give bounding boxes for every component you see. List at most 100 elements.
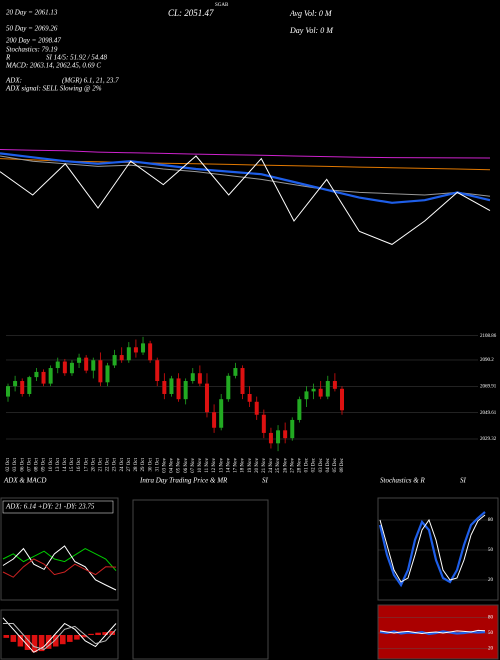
histogram-bar bbox=[95, 632, 101, 635]
histogram-bar bbox=[3, 635, 10, 638]
candle-body bbox=[62, 361, 67, 374]
series-line bbox=[3, 623, 117, 650]
candle-body bbox=[48, 368, 53, 384]
adx-box-text: ADX: 6.14 +DY: 21 -DY: 23.75 bbox=[5, 503, 95, 511]
x-tick-label: 22 Oct bbox=[106, 457, 111, 471]
histogram-bar bbox=[88, 633, 94, 635]
histogram-bar bbox=[67, 635, 73, 642]
series-line bbox=[0, 155, 491, 245]
histogram-bar bbox=[60, 635, 66, 645]
y-tick-label: 80 bbox=[488, 518, 494, 523]
x-tick-label: 06 Nov bbox=[184, 458, 189, 473]
histogram-bar bbox=[17, 635, 24, 647]
x-tick-label: 05 Dec bbox=[333, 457, 338, 472]
candle-body bbox=[254, 401, 259, 415]
x-tick-label: 04 Nov bbox=[170, 458, 175, 473]
candle-body bbox=[233, 368, 238, 376]
x-tick-label: 17 Oct bbox=[84, 457, 89, 471]
candle-body bbox=[34, 371, 39, 378]
x-tick-label: 30 Oct bbox=[148, 457, 153, 471]
candle-body bbox=[91, 360, 96, 371]
macd-text: MACD: 2063.14, 2062.45, 0.69 C bbox=[5, 62, 101, 70]
candle-body bbox=[240, 368, 245, 394]
candle-body bbox=[219, 399, 224, 428]
x-tick-label: 27 Oct bbox=[127, 457, 132, 471]
histogram-bar bbox=[31, 635, 38, 653]
x-tick-label: 02 Dec bbox=[312, 457, 317, 472]
candle-body bbox=[190, 373, 195, 382]
candle-body bbox=[261, 414, 266, 433]
x-tick-label: 04 Dec bbox=[326, 457, 331, 472]
x-tick-label: 03 Nov bbox=[162, 458, 167, 473]
x-tick-label: 21 Nov bbox=[262, 458, 267, 473]
series-line bbox=[2, 558, 117, 578]
x-tick-label: 21 Oct bbox=[99, 457, 104, 471]
x-tick-label: 02 Oct bbox=[6, 457, 11, 471]
candle-body bbox=[247, 393, 252, 402]
histogram-bar bbox=[38, 635, 45, 652]
y-tick-label: 20 bbox=[488, 647, 494, 652]
adx-text: ADX: bbox=[5, 77, 22, 85]
candle-body bbox=[176, 378, 181, 400]
avg-vol: Avg Vol: 0 M bbox=[289, 9, 333, 18]
histogram-bar bbox=[74, 635, 80, 640]
candle-body bbox=[126, 347, 131, 361]
x-tick-label: 10 Nov bbox=[198, 458, 203, 473]
x-tick-label: 19 Nov bbox=[248, 458, 253, 473]
symbol: SGAB bbox=[215, 3, 229, 8]
x-tick-label: 25 Nov bbox=[276, 458, 281, 473]
candle-body bbox=[318, 388, 323, 397]
panel-title: ADX & MACD bbox=[3, 477, 46, 485]
histogram-bar bbox=[10, 635, 17, 642]
r-text: R bbox=[5, 54, 11, 62]
x-tick-label: 10 Oct bbox=[49, 457, 54, 471]
x-tick-label: 11 Nov bbox=[205, 458, 210, 473]
x-tick-label: 03 Dec bbox=[319, 457, 324, 472]
histogram-bar bbox=[52, 635, 59, 647]
candle-body bbox=[148, 343, 153, 361]
candle-body bbox=[340, 388, 344, 411]
y-tick-label: 20 bbox=[488, 578, 494, 583]
x-tick-label: 15 Oct bbox=[70, 457, 75, 471]
x-tick-label: 13 Oct bbox=[56, 457, 61, 471]
x-tick-label: 07 Oct bbox=[27, 457, 32, 471]
x-tick-label: 23 Oct bbox=[113, 457, 118, 471]
y-tick-label: 2090.2 bbox=[480, 358, 494, 363]
series-line bbox=[2, 548, 117, 572]
candle-body bbox=[20, 381, 25, 394]
x-tick-label: 01 Dec bbox=[305, 457, 310, 472]
ma200: 200 Day = 2098.47 bbox=[6, 37, 61, 45]
day-vol: Day Vol: 0 M bbox=[289, 26, 334, 35]
y-tick-label: 80 bbox=[488, 616, 494, 621]
candle-body bbox=[27, 377, 32, 394]
intra-panel bbox=[132, 499, 269, 660]
histogram-bar bbox=[81, 635, 87, 638]
candle-body bbox=[55, 361, 60, 369]
candle-body bbox=[268, 432, 273, 444]
candle-body bbox=[155, 360, 160, 382]
x-tick-label: 12 Nov bbox=[212, 458, 217, 473]
histogram-bar bbox=[24, 635, 31, 650]
candle-body bbox=[297, 399, 302, 420]
x-tick-label: 08 Oct bbox=[35, 457, 40, 471]
series-line bbox=[0, 152, 491, 204]
x-tick-label: 17 Nov bbox=[234, 458, 239, 473]
x-tick-label: 27 Nov bbox=[290, 458, 295, 473]
candle-body bbox=[162, 381, 167, 394]
panel-title: Intra Day Trading Price & MR bbox=[139, 477, 228, 485]
y-tick-label: 2069.91 bbox=[480, 384, 497, 389]
candle-body bbox=[276, 430, 281, 444]
close-price: CL: 2051.47 bbox=[168, 8, 214, 18]
x-tick-label: 06 Oct bbox=[20, 457, 25, 471]
x-tick-label: 24 Nov bbox=[269, 458, 274, 473]
x-tick-label: 26 Nov bbox=[283, 458, 288, 473]
x-tick-label: 29 Oct bbox=[141, 457, 146, 471]
stoch-text: Stochastics: 79.19 bbox=[6, 46, 58, 54]
adx-signal: ADX signal: SELL Slowing @ 2% bbox=[5, 85, 102, 93]
panel-title: Stochastics & R bbox=[380, 477, 425, 485]
x-tick-label: 18 Nov bbox=[241, 458, 246, 473]
x-tick-label: 07 Nov bbox=[191, 458, 196, 473]
candle-body bbox=[290, 419, 295, 439]
ma20: 20 Day = 2061.13 bbox=[6, 9, 58, 17]
